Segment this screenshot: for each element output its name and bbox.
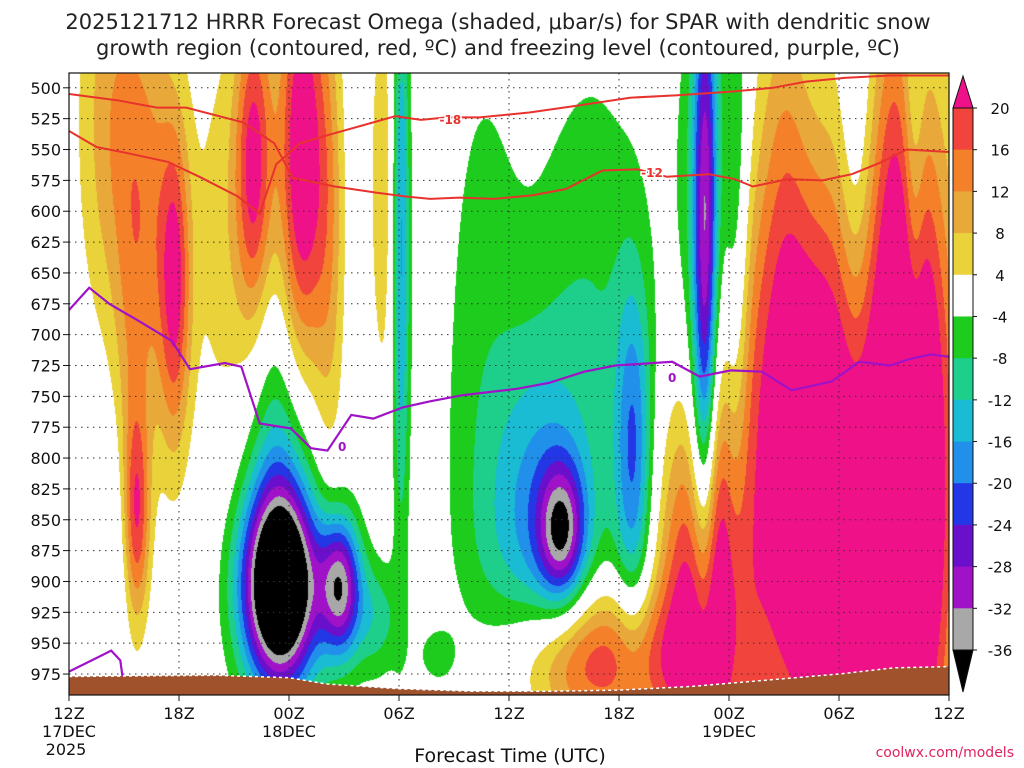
contour-label: 0 bbox=[666, 369, 677, 386]
colorbar-label: 4 bbox=[995, 267, 1005, 285]
colorbar-swatch bbox=[953, 274, 973, 317]
svg-text:-12: -12 bbox=[641, 166, 663, 180]
colorbar: 20 16 12 8 4 -4 -8 -12 -16 -20 -24 -28 -32 -36 bbox=[952, 74, 1013, 693]
x-tick-label: 06Z bbox=[383, 704, 414, 723]
site-credit: coolwx.com/models bbox=[876, 745, 1014, 761]
colorbar-label: -32 bbox=[988, 600, 1013, 618]
colorbar-swatch bbox=[953, 191, 973, 234]
y-tick-label: 550 bbox=[30, 141, 61, 160]
x-tick-label: 00Z bbox=[713, 704, 744, 723]
chart-subtitle: growth region (contoured, red, ºC) and f… bbox=[96, 36, 900, 60]
x-tick-year: 2025 bbox=[46, 740, 87, 759]
colorbar-swatch bbox=[953, 483, 973, 526]
colorbar-label: -24 bbox=[988, 517, 1013, 535]
x-tick-date: 18DEC bbox=[262, 722, 316, 741]
x-tick-label: 18Z bbox=[163, 704, 194, 723]
colorbar-swatch bbox=[953, 149, 973, 192]
y-tick-label: 625 bbox=[30, 233, 61, 252]
y-tick-label: 700 bbox=[30, 326, 61, 345]
colorbar-swatch bbox=[953, 608, 973, 651]
y-axis: 500 525 550 575 600 625 650 675 700 725 750 775 800 8… bbox=[30, 79, 69, 684]
colorbar-label: -36 bbox=[988, 642, 1013, 660]
colorbar-label: 16 bbox=[990, 142, 1009, 160]
y-tick-label: 850 bbox=[30, 511, 61, 530]
colorbar-label: -4 bbox=[993, 308, 1008, 326]
contour-label: 0 bbox=[336, 438, 347, 455]
freezing-level-contour bbox=[69, 286, 949, 452]
contour-label: -18 bbox=[438, 111, 463, 128]
y-tick-label: 825 bbox=[30, 480, 61, 499]
dendritic-contour-line bbox=[69, 93, 949, 200]
y-tick-label: 975 bbox=[30, 665, 61, 684]
y-tick-label: 950 bbox=[30, 634, 61, 653]
y-tick-label: 900 bbox=[30, 572, 61, 591]
y-tick-label: 675 bbox=[30, 295, 61, 314]
y-tick-label: 525 bbox=[30, 110, 61, 129]
y-tick-label: 875 bbox=[30, 542, 61, 561]
colorbar-swatch bbox=[953, 566, 973, 609]
y-tick-label: 500 bbox=[30, 79, 61, 98]
y-tick-label: 575 bbox=[30, 171, 61, 190]
contour-label: -12 bbox=[640, 164, 665, 181]
colorbar-top-arrow bbox=[952, 74, 974, 109]
svg-text:0: 0 bbox=[338, 440, 346, 454]
y-tick-label: 600 bbox=[30, 202, 61, 221]
x-tick-label: 12Z bbox=[493, 704, 524, 723]
y-tick-label: 725 bbox=[30, 356, 61, 375]
colorbar-label: -12 bbox=[988, 392, 1013, 410]
x-tick-date: 17DEC bbox=[42, 722, 96, 741]
colorbar-label: -8 bbox=[993, 350, 1008, 368]
colorbar-swatch bbox=[953, 108, 973, 151]
x-tick-label: 12Z bbox=[53, 704, 84, 723]
colorbar-label: -20 bbox=[988, 475, 1013, 493]
colorbar-label: -16 bbox=[988, 434, 1013, 452]
colorbar-swatch bbox=[953, 441, 973, 484]
y-tick-label: 750 bbox=[30, 387, 61, 406]
colorbar-label: 12 bbox=[990, 183, 1009, 201]
grid-lines bbox=[68, 73, 950, 695]
y-tick-label: 775 bbox=[30, 418, 61, 437]
y-tick-label: 650 bbox=[30, 264, 61, 283]
svg-text:-18: -18 bbox=[439, 113, 461, 127]
x-tick-label: 12Z bbox=[933, 704, 964, 723]
x-tick-label: 06Z bbox=[823, 704, 854, 723]
x-tick-label: 18Z bbox=[603, 704, 634, 723]
colorbar-swatch bbox=[953, 399, 973, 443]
colorbar-swatch bbox=[953, 316, 973, 359]
colorbar-swatch bbox=[953, 358, 973, 401]
contour-label-layer: -18 -12 0 0 bbox=[336, 111, 677, 455]
chart-title: 2025121712 HRRR Forecast Omega (shaded, … bbox=[65, 10, 930, 34]
y-tick-label: 800 bbox=[30, 449, 61, 468]
x-tick-date: 19DEC bbox=[702, 722, 756, 741]
colorbar-label: -28 bbox=[988, 559, 1013, 577]
colorbar-bottom-arrow bbox=[952, 649, 974, 693]
y-tick-label: 925 bbox=[30, 603, 61, 622]
colorbar-swatch bbox=[953, 524, 973, 568]
svg-text:0: 0 bbox=[668, 371, 676, 385]
colorbar-label: 8 bbox=[995, 225, 1005, 243]
colorbar-label: 20 bbox=[990, 100, 1009, 118]
dendritic-contour-line bbox=[69, 74, 949, 216]
x-tick-label: 00Z bbox=[273, 704, 304, 723]
x-axis-label: Forecast Time (UTC) bbox=[414, 745, 605, 767]
terrain-ground bbox=[69, 666, 949, 695]
colorbar-frame bbox=[952, 107, 974, 651]
omega-shaded-field bbox=[69, 73, 949, 695]
colorbar-swatch bbox=[953, 233, 973, 276]
